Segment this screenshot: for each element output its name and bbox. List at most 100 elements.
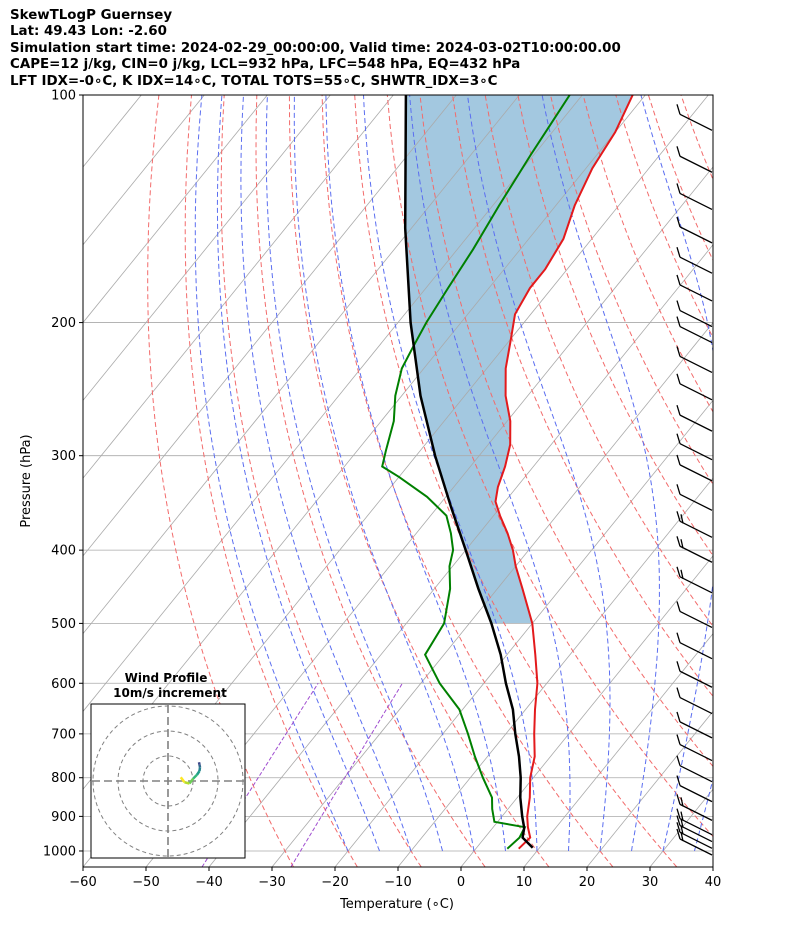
dry-adiabat (714, 95, 794, 867)
wind-barb (679, 355, 713, 374)
x-tick-label: −30 (258, 875, 285, 890)
wind-barb (679, 765, 713, 783)
moist-adiabat (240, 95, 412, 852)
dry-adiabat (184, 95, 358, 867)
cape-area (405, 95, 633, 624)
dry-adiabat (517, 95, 713, 557)
wind-barb (679, 576, 713, 594)
y-tick-label: 900 (51, 810, 76, 825)
wind-barb-flag (676, 822, 681, 833)
x-tick-label: 10 (516, 875, 533, 890)
wind-barb-flag (676, 661, 681, 672)
isotherm--140 (83, 95, 205, 246)
wind-barb (679, 824, 713, 843)
y-tick-label: 100 (51, 89, 76, 104)
wind-barb-flag (676, 687, 681, 698)
isotherm-0 (460, 555, 713, 867)
hodograph-segment (198, 764, 202, 768)
wind-barb-flag (676, 274, 681, 286)
cape-line: CAPE=12 j/kg, CIN=0 j/kg, LCL=932 hPa, L… (10, 57, 521, 73)
x-tick-label: 40 (705, 875, 722, 890)
isotherm--90 (83, 95, 520, 635)
isotherm-10 (523, 633, 713, 867)
wind-barb (679, 414, 713, 432)
mixing-ratio-line (290, 683, 403, 867)
wind-barb-flag (680, 514, 684, 524)
wind-barb-flag (676, 316, 681, 327)
parcel-line (403, 95, 534, 849)
wind-barb (679, 284, 713, 302)
moist-adiabat (194, 95, 349, 852)
wind-barb (679, 256, 713, 274)
moist-adiabat (265, 95, 443, 852)
dry-adiabat (321, 95, 614, 867)
dry-adiabat (147, 95, 294, 867)
wind-barb-flag (676, 454, 681, 466)
x-tick-label: −50 (132, 875, 159, 890)
moist-adiabat (467, 95, 611, 852)
wind-barb (679, 520, 713, 538)
wind-barb (679, 743, 713, 762)
wind-barb-flag (676, 755, 681, 766)
dry-adiabat (680, 95, 713, 181)
chart-title: SkewTLogP Guernsey (10, 8, 173, 23)
wind-barb-flag (680, 811, 684, 821)
wind-barb (679, 818, 713, 836)
y-tick-label: 800 (51, 771, 76, 786)
isotherm-40 (712, 866, 713, 867)
isotherm--130 (83, 95, 268, 324)
wind-barb (679, 192, 713, 211)
wind-barb (679, 493, 713, 511)
wind-barb-flag (680, 797, 684, 807)
isotherm--80 (83, 95, 583, 713)
wind-barb-flag (676, 247, 681, 258)
dry-adiabat (746, 95, 794, 867)
isotherm-20 (586, 710, 713, 867)
dry-adiabat (452, 95, 713, 698)
dry-adiabat (288, 95, 550, 867)
hodograph-segment (192, 773, 198, 780)
dry-adiabat (615, 95, 713, 339)
time-line: Simulation start time: 2024-02-29_00:00:… (10, 40, 621, 56)
wind-barb-flag (676, 146, 681, 157)
y-tick-label: 200 (51, 316, 76, 331)
chart-header: SkewTLogP Guernsey Lat: 49.43 Lon: -2.60… (10, 8, 621, 90)
hodograph-segment (179, 776, 186, 783)
wind-barb-flag (676, 711, 681, 723)
hodograph-plot (92, 705, 244, 857)
moist-adiabat (363, 95, 538, 852)
y-tick-label: 500 (51, 617, 76, 632)
wind-barb-flag (676, 373, 681, 385)
hodograph-segment (195, 770, 201, 776)
dry-adiabat (419, 95, 713, 768)
wind-barb (679, 443, 713, 461)
wind-barb-flag (676, 404, 681, 416)
hodograph-segment (188, 777, 195, 785)
dry-adiabat (255, 95, 486, 867)
wind-barb-flag (676, 815, 681, 826)
dry-adiabat (550, 95, 713, 486)
wind-barb-flag (676, 775, 681, 786)
wind-barb (679, 838, 713, 856)
wind-barb-flag (680, 818, 684, 828)
dry-adiabat (386, 95, 713, 838)
temperature-line (494, 95, 634, 850)
dry-adiabat (647, 95, 713, 262)
isotherm--160 (0, 95, 78, 867)
wind-barb-flag (680, 539, 684, 549)
mixing-ratio-line (201, 683, 319, 867)
hodograph-inset: Wind Profile 10m/s increment (90, 671, 246, 859)
wind-barb-flag (676, 632, 681, 643)
wind-barb (679, 545, 713, 563)
x-tick-label: −20 (321, 875, 348, 890)
dewpoint-line (381, 95, 571, 850)
moist-adiabat (325, 95, 506, 852)
y-tick-label: 400 (51, 544, 76, 559)
dry-adiabat (779, 95, 794, 867)
moist-adiabat (541, 95, 660, 852)
wind-barb-flag (676, 300, 681, 311)
wind-barb (679, 831, 713, 849)
wind-barb (679, 610, 713, 628)
wind-barb (679, 803, 713, 821)
